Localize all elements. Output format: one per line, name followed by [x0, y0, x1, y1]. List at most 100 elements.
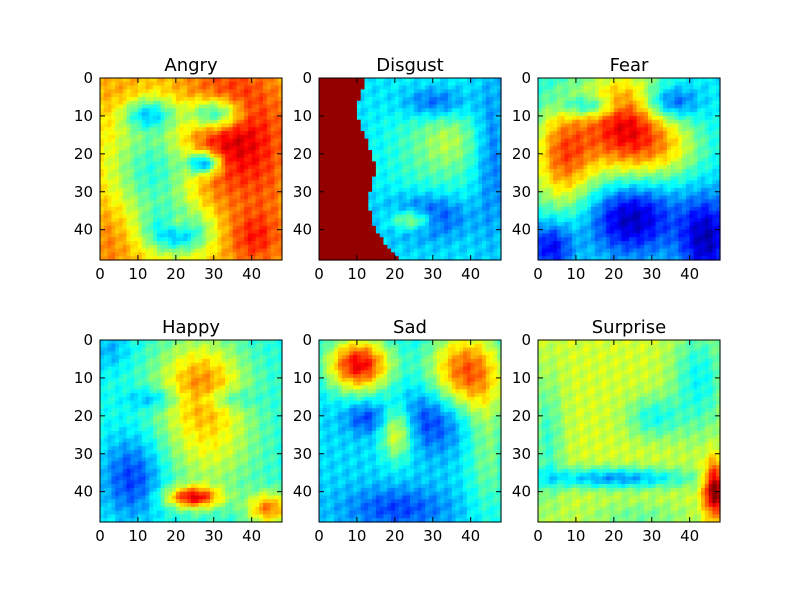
pixel — [353, 146, 358, 151]
pixel — [172, 115, 177, 121]
pixel — [168, 127, 173, 132]
pixel — [394, 225, 400, 231]
pixel — [326, 172, 331, 178]
pixel — [251, 100, 257, 106]
pixel — [187, 169, 192, 174]
pixel — [402, 195, 407, 200]
pixel — [364, 180, 369, 185]
pixel — [255, 100, 260, 106]
pixel — [682, 93, 687, 98]
pixel — [278, 225, 283, 231]
pixel — [134, 134, 139, 140]
pixel — [398, 244, 404, 250]
pixel — [130, 157, 135, 163]
pixel — [156, 172, 162, 178]
pixel — [425, 85, 430, 90]
pixel — [266, 112, 272, 117]
pixel — [455, 157, 460, 163]
pixel — [137, 187, 143, 193]
pixel — [118, 138, 124, 144]
pixel — [387, 233, 392, 238]
pixel — [451, 134, 457, 140]
pixel — [187, 218, 192, 223]
pixel — [383, 108, 388, 113]
pixel — [255, 85, 260, 90]
pixel — [387, 165, 392, 170]
pixel — [322, 210, 328, 216]
pixel — [202, 210, 207, 216]
pixel — [666, 93, 672, 98]
pixel — [364, 225, 369, 231]
pixel — [364, 191, 369, 197]
pixel — [375, 81, 381, 87]
pixel — [160, 233, 166, 238]
pixel — [270, 252, 276, 257]
pixel — [375, 252, 381, 257]
pixel — [647, 85, 653, 90]
pixel — [497, 244, 502, 250]
pixel — [334, 96, 339, 102]
pixel — [270, 93, 276, 98]
pixel — [410, 187, 415, 193]
pixel — [421, 127, 426, 132]
pixel — [391, 252, 396, 257]
pixel — [356, 96, 362, 102]
pixel — [364, 96, 369, 102]
pixel — [485, 180, 491, 185]
pixel — [122, 142, 128, 147]
pixel — [428, 195, 434, 200]
pixel — [141, 127, 147, 132]
pixel — [444, 161, 449, 166]
pixel — [493, 233, 498, 238]
pixel — [394, 233, 400, 238]
pixel — [126, 248, 131, 254]
pixel — [549, 96, 554, 102]
pixel — [372, 161, 377, 166]
pixel — [372, 172, 377, 178]
pixel — [341, 89, 347, 94]
pixel — [103, 237, 109, 242]
pixel — [402, 225, 407, 231]
pixel — [244, 176, 249, 181]
pixel — [149, 104, 154, 109]
pixel — [485, 256, 491, 261]
pixel — [225, 104, 230, 109]
pixel — [398, 104, 404, 109]
pixel — [353, 176, 358, 181]
pixel — [398, 108, 404, 113]
pixel — [360, 169, 366, 174]
pixel — [228, 244, 234, 250]
pixel — [326, 191, 331, 197]
pixel — [103, 229, 109, 235]
pixel — [402, 191, 407, 197]
pixel — [413, 134, 419, 140]
pixel — [319, 165, 324, 170]
pixel — [217, 89, 222, 94]
pixel — [485, 244, 491, 250]
pixel — [175, 138, 181, 144]
pixel — [134, 225, 139, 231]
pixel — [160, 78, 166, 83]
pixel — [610, 78, 615, 83]
pixel — [322, 172, 328, 178]
pixel — [402, 199, 407, 204]
pixel — [213, 153, 219, 159]
pixel — [421, 203, 426, 208]
pixel — [413, 203, 419, 208]
pixel — [225, 172, 230, 178]
pixel — [337, 233, 343, 238]
pixel — [278, 119, 283, 125]
pixel — [394, 104, 400, 109]
pixel — [406, 218, 411, 223]
pixel — [263, 115, 268, 121]
pixel — [263, 138, 268, 144]
pixel — [428, 206, 434, 212]
pixel — [482, 161, 487, 166]
pixel — [172, 222, 177, 227]
pixel — [474, 229, 479, 235]
pixel — [247, 222, 253, 227]
pixel — [251, 252, 257, 257]
pixel — [383, 237, 388, 242]
pixel — [655, 96, 660, 102]
pixel — [459, 252, 464, 257]
